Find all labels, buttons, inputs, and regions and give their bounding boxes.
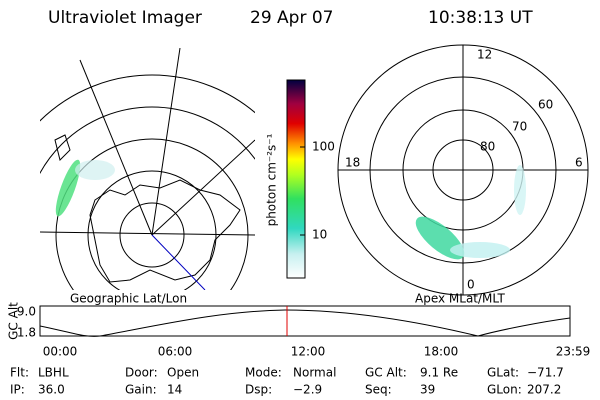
status-label: Flt: [10, 366, 29, 380]
status-value: 36.0 [38, 383, 65, 397]
status-label: GLon: [487, 383, 522, 397]
status-label: Seq: [365, 383, 392, 397]
map-label: Apex MLat/MLT [415, 292, 505, 306]
date: 29 Apr 07 [250, 8, 333, 28]
map-label: Geographic Lat/Lon [70, 292, 187, 306]
status-panel: Flt: LBHL Door: Open Mode: Normal GC Alt: 9.1 R… [10, 366, 564, 397]
status-label: IP: [10, 383, 25, 397]
x-tick-label: 18:00 [424, 345, 459, 359]
y-tick-label: 9.0 [17, 305, 36, 319]
mlt-label: 0 [467, 278, 475, 292]
x-tick-label: 06:00 [158, 345, 193, 359]
status-label: GLat: [487, 366, 519, 380]
colorbar-label: photon cm⁻²s⁻¹ [265, 133, 279, 226]
status-label: Gain: [125, 383, 157, 397]
y-tick-label: 1.8 [17, 326, 36, 340]
x-tick-label: 12:00 [291, 345, 326, 359]
status-label: Mode: [245, 366, 282, 380]
status-value: Open [167, 366, 199, 380]
status-value: 39 [420, 383, 435, 397]
status-value: 14 [167, 383, 182, 397]
colorbar-tick: 10 [312, 228, 327, 242]
status-value: −2.9 [293, 383, 322, 397]
status-value: 207.2 [527, 383, 561, 397]
status-label: Dsp: [245, 383, 272, 397]
altitude-plot [39, 305, 571, 337]
status-label: GC Alt: [365, 366, 407, 380]
mlt-label: 12 [477, 48, 492, 62]
colorbar [286, 79, 306, 279]
status-value: Normal [293, 366, 336, 380]
status-value: LBHL [38, 366, 69, 380]
time: 10:38:13 UT [428, 8, 533, 28]
colorbar-tick: 100 [312, 140, 335, 154]
x-tick-label: 00:00 [43, 345, 78, 359]
lat-label: 70 [512, 120, 527, 134]
lat-label: 60 [538, 98, 553, 112]
geographic-map [40, 48, 255, 290]
mlt-label: 6 [575, 156, 583, 170]
x-tick-label: 23:59 [556, 345, 591, 359]
mlt-label: 18 [345, 156, 360, 170]
lat-label: 80 [480, 140, 495, 154]
status-value: −71.7 [527, 366, 564, 380]
altitude-curve [39, 309, 571, 337]
status-value: 9.1 Re [420, 366, 458, 380]
status-label: Door: [125, 366, 158, 380]
title: Ultraviolet Imager [48, 8, 202, 28]
magnetic-map [337, 44, 589, 296]
y-label: GC Alt [7, 302, 21, 340]
